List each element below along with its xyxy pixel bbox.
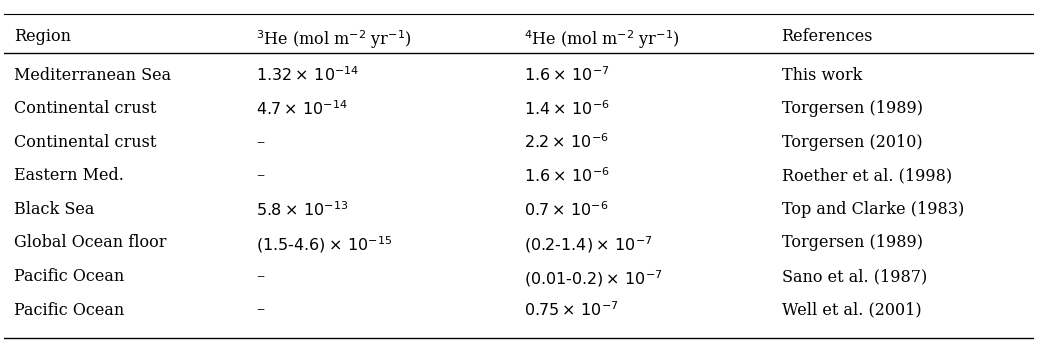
Text: Well et al. (2001): Well et al. (2001) bbox=[782, 301, 921, 319]
Text: $(0.01\text{-}0.2)\times\,10^{-7}$: $(0.01\text{-}0.2)\times\,10^{-7}$ bbox=[524, 268, 663, 289]
Text: –: – bbox=[256, 167, 265, 184]
Text: Mediterranean Sea: Mediterranean Sea bbox=[15, 67, 171, 84]
Text: $4.7\times\,10^{-14}$: $4.7\times\,10^{-14}$ bbox=[256, 100, 349, 119]
Text: $1.32\times\,10^{-14}$: $1.32\times\,10^{-14}$ bbox=[256, 67, 360, 85]
Text: $0.75\times\,10^{-7}$: $0.75\times\,10^{-7}$ bbox=[524, 301, 619, 320]
Text: Continental crust: Continental crust bbox=[15, 100, 157, 117]
Text: $1.4\times\,10^{-6}$: $1.4\times\,10^{-6}$ bbox=[524, 100, 610, 119]
Text: $^{3}$He (mol m$^{-2}$ yr$^{-1}$): $^{3}$He (mol m$^{-2}$ yr$^{-1}$) bbox=[256, 28, 412, 51]
Text: Sano et al. (1987): Sano et al. (1987) bbox=[782, 268, 927, 285]
Text: Black Sea: Black Sea bbox=[15, 201, 94, 218]
Text: Global Ocean floor: Global Ocean floor bbox=[15, 234, 167, 252]
Text: $(0.2\text{-}1.4)\times\,10^{-7}$: $(0.2\text{-}1.4)\times\,10^{-7}$ bbox=[524, 234, 653, 255]
Text: $2.2\times\,10^{-6}$: $2.2\times\,10^{-6}$ bbox=[524, 134, 609, 153]
Text: Torgersen (2010): Torgersen (2010) bbox=[782, 134, 922, 151]
Text: $0.7\times\,10^{-6}$: $0.7\times\,10^{-6}$ bbox=[524, 201, 609, 220]
Text: $1.6\times\,10^{-7}$: $1.6\times\,10^{-7}$ bbox=[524, 67, 610, 85]
Text: This work: This work bbox=[782, 67, 862, 84]
Text: –: – bbox=[256, 134, 265, 151]
Text: –: – bbox=[256, 268, 265, 285]
Text: Roether et al. (1998): Roether et al. (1998) bbox=[782, 167, 952, 184]
Text: $(1.5\text{-}4.6)\times\,10^{-15}$: $(1.5\text{-}4.6)\times\,10^{-15}$ bbox=[256, 234, 392, 255]
Text: References: References bbox=[782, 28, 873, 45]
Text: –: – bbox=[256, 301, 265, 319]
Text: $^{4}$He (mol m$^{-2}$ yr$^{-1}$): $^{4}$He (mol m$^{-2}$ yr$^{-1}$) bbox=[524, 28, 680, 51]
Text: Torgersen (1989): Torgersen (1989) bbox=[782, 100, 923, 117]
Text: Top and Clarke (1983): Top and Clarke (1983) bbox=[782, 201, 964, 218]
Text: $5.8\times\,10^{-13}$: $5.8\times\,10^{-13}$ bbox=[256, 201, 349, 220]
Text: Eastern Med.: Eastern Med. bbox=[15, 167, 125, 184]
Text: Region: Region bbox=[15, 28, 72, 45]
Text: $1.6\times\,10^{-6}$: $1.6\times\,10^{-6}$ bbox=[524, 167, 610, 186]
Text: Pacific Ocean: Pacific Ocean bbox=[15, 268, 125, 285]
Text: Torgersen (1989): Torgersen (1989) bbox=[782, 234, 923, 252]
Text: Pacific Ocean: Pacific Ocean bbox=[15, 301, 125, 319]
Text: Continental crust: Continental crust bbox=[15, 134, 157, 151]
